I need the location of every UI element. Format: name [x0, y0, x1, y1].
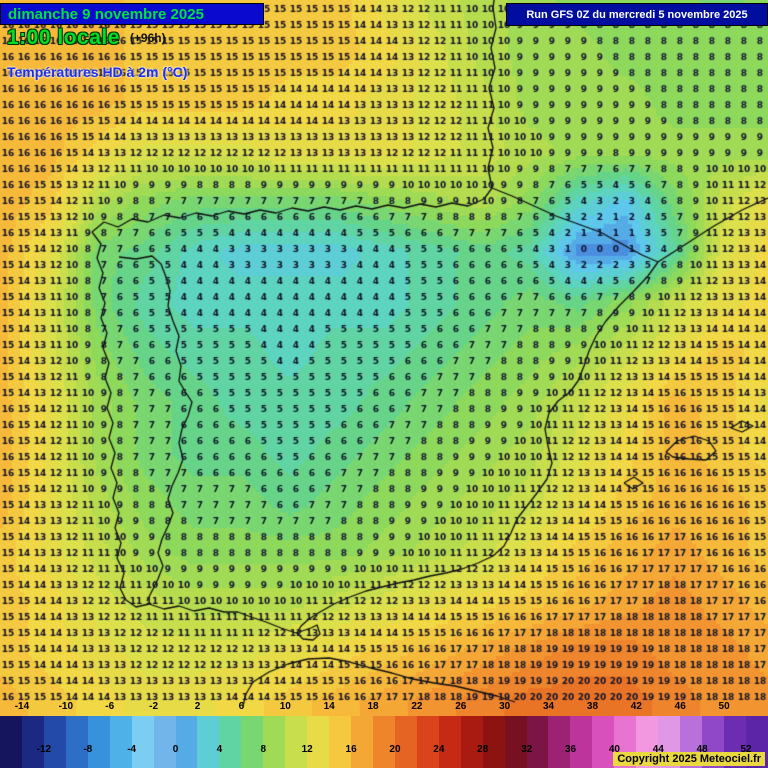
color-scale-bar: [0, 716, 768, 768]
scale-color-segment: [482, 716, 505, 768]
scale-color-segment: [65, 716, 88, 768]
scale-color-segment: [416, 716, 439, 768]
scale-color-segment: [329, 716, 351, 768]
scale-color-segment: [153, 716, 176, 768]
scale-color-segment: [460, 716, 483, 768]
scale-color-segment: [219, 716, 242, 768]
forecast-time: 1:00 locale: [7, 26, 120, 49]
scale-color-segment: [197, 716, 220, 768]
scale-color-segment: [438, 716, 461, 768]
scale-color-segment: [351, 716, 373, 768]
scale-color-segment: [526, 716, 549, 768]
forecast-offset: (+96h): [129, 31, 166, 45]
run-info-banner: Run GFS 0Z du mercredi 5 novembre 2025: [506, 3, 768, 26]
scale-color-segment: [570, 716, 593, 768]
scale-color-segment: [109, 716, 132, 768]
scale-color-segment: [285, 716, 308, 768]
scale-color-segment: [548, 716, 571, 768]
scale-color-segment: [43, 716, 66, 768]
scale-color-segment: [394, 716, 417, 768]
map-title: Températures HD à 2m (°C): [7, 64, 188, 80]
scale-color-segment: [21, 716, 44, 768]
time-row: 1:00 locale (+96h): [7, 26, 166, 50]
scale-color-segment: [87, 716, 110, 768]
scale-color-segment: [241, 716, 264, 768]
scale-color-segment: [0, 716, 22, 768]
scale-color-segment: [592, 716, 615, 768]
scale-color-segment: [504, 716, 527, 768]
scale-color-segment: [175, 716, 198, 768]
scale-color-segment: [263, 716, 286, 768]
scale-color-segment: [372, 716, 395, 768]
date-banner: dimanche 9 novembre 2025: [0, 3, 264, 25]
copyright: Copyright 2025 Meteociel.fr: [613, 752, 765, 766]
scale-color-segment: [307, 716, 330, 768]
forecast-date: dimanche 9 novembre 2025: [8, 5, 204, 23]
scale-color-segment: [131, 716, 154, 768]
